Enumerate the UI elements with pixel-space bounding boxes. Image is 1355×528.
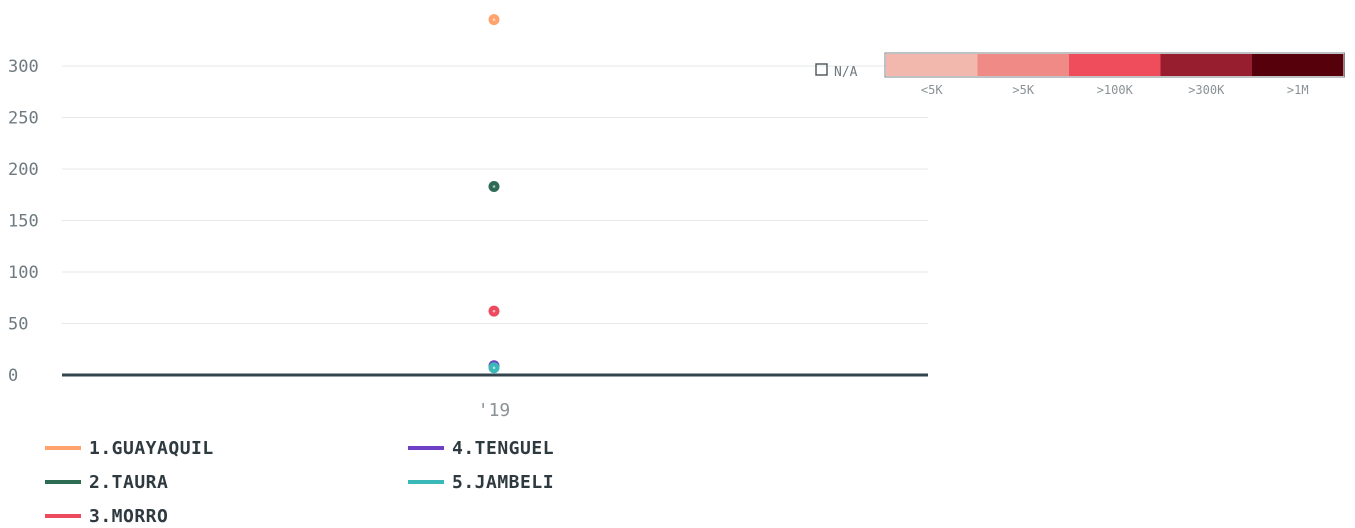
legend-swatch [45,514,81,518]
color-scale-bin [1069,54,1161,76]
legend-label: 5.JAMBELI [452,471,555,493]
y-tick-label: 0 [8,366,18,386]
color-scale-legend: N/A <5K >5K >100K >300K >1M [815,52,1345,97]
data-point-highlight [492,185,496,188]
legend-item[interactable]: 5.JAMBELI [408,470,554,494]
legend-swatch [408,446,444,450]
y-tick-label: 200 [8,160,39,180]
color-scale-label: <5K [921,83,943,97]
data-point-highlight [492,366,496,370]
color-scale-bin [1160,54,1252,76]
legend-label: 3.MORRO [89,505,169,527]
data-point-highlight [492,309,496,313]
color-scale-label: >1M [1287,83,1309,97]
color-scale-bin [886,54,978,76]
legend-swatch [45,480,81,484]
na-swatch [815,63,828,76]
y-tick-label: 50 [8,315,28,335]
data-points [488,14,500,374]
chart: 0 50 100 150 200 250 300 '19 N/A <5K >5K >100K >3… [8,14,1345,421]
color-scale-bin [977,54,1069,76]
y-tick-label: 250 [8,109,39,129]
color-scale-label: >5K [1012,83,1034,97]
grid [62,65,928,324]
color-scale-label: >300K [1188,83,1225,97]
legend-label: 2.TAURA [89,471,169,493]
y-tick-label: 300 [8,57,39,77]
legend-item[interactable]: 4.TENGUEL [408,436,554,460]
legend-item[interactable]: 3.MORRO [45,504,168,528]
na-label: N/A [834,65,858,80]
color-scale-label: >100K [1097,83,1134,97]
x-axis-ticks: '19 [478,400,511,421]
legend-label: 1.GUAYAQUIL [89,437,214,459]
legend-item[interactable]: 2.TAURA [45,470,168,494]
y-axis-ticks: 0 50 100 150 200 250 300 [8,57,39,386]
y-tick-label: 150 [8,212,39,232]
legend-swatch [408,480,444,484]
y-tick-label: 100 [8,263,39,283]
legend-item[interactable]: 1.GUAYAQUIL [45,436,214,460]
color-scale-bin [1252,54,1344,76]
color-scale-frame [884,52,1345,78]
legend-label: 4.TENGUEL [452,437,555,459]
data-point-highlight [492,18,496,21]
x-tick-label: '19 [478,400,511,421]
legend-swatch [45,446,81,450]
